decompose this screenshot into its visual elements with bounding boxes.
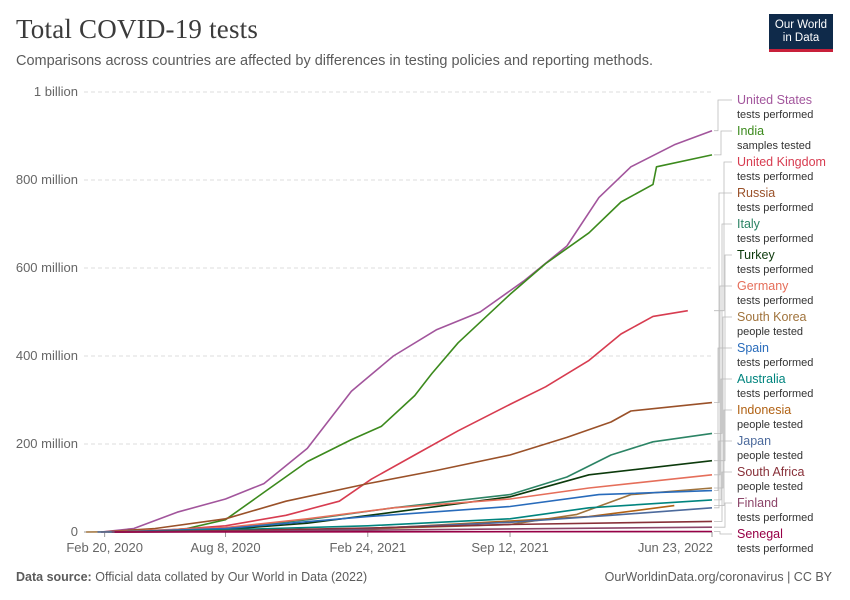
legend-label-layer[interactable]: United States tests performed India samples… [737,93,826,555]
data-source-note: Data source: Official data collated by O… [16,570,367,584]
legend-unit-label: tests performed [737,543,813,555]
x-tick-label: Sep 12, 2021 [471,540,548,555]
legend-country-label[interactable]: Italy [737,217,761,231]
legend-connector [714,531,732,535]
series-line-layer[interactable] [86,129,713,533]
legend-country-label[interactable]: United Kingdom [737,155,826,169]
series-line[interactable] [101,129,713,533]
legend-unit-label: tests performed [737,295,813,307]
data-source-label: Data source: [16,570,92,584]
legend-unit-label: tests performed [737,264,813,276]
legend-connector [714,130,732,156]
legend-country-label[interactable]: Spain [737,341,769,355]
legend-unit-label: tests performed [737,109,813,121]
y-tick-label: 0 [71,524,78,539]
legend-connector [714,471,732,522]
series-line[interactable] [101,401,713,533]
legend-unit-label: people tested [737,450,803,462]
x-tick-label: Feb 24, 2021 [329,540,406,555]
legend-connector [714,316,732,489]
x-tick-label: Jun 23, 2022 [638,540,713,555]
legend-unit-label: people tested [737,481,803,493]
y-tick-label: 600 million [16,260,78,275]
footer-link[interactable]: OurWorldinData.org/coronavirus | CC BY [604,570,832,584]
y-tick-label: 200 million [16,436,78,451]
legend-connector [714,378,732,501]
legend-connector [714,192,732,404]
legend-unit-label: tests performed [737,202,813,214]
legend-connector [714,99,732,132]
legend-unit-label: tests performed [737,357,813,369]
legend-connector [714,254,732,462]
owid-logo[interactable]: Our World in Data [769,14,833,52]
series-line[interactable] [108,432,713,533]
legend-connector [714,285,732,476]
legend-country-label[interactable]: Germany [737,279,789,293]
legend-unit-label: people tested [737,419,803,431]
chart-title: Total COVID-19 tests [16,14,259,44]
legend-unit-label: samples tested [737,140,811,152]
x-tick-label: Aug 8, 2020 [190,540,260,555]
y-tick-label: 400 million [16,348,78,363]
logo-line-2: in Data [782,32,820,44]
data-source-text: Official data collated by Our World in D… [95,570,368,584]
legend-country-label[interactable]: South Africa [737,465,804,479]
legend-country-label[interactable]: Australia [737,372,786,386]
legend-country-label[interactable]: India [737,124,764,138]
tick-layer: 0 200 million 400 million 600 million 800 mi… [16,84,713,555]
series-line[interactable] [114,530,713,533]
legend-country-label[interactable]: Japan [737,434,771,448]
legend-unit-label: tests performed [737,388,813,400]
x-tick-label: Feb 20, 2020 [66,540,143,555]
y-tick-label: 800 million [16,172,78,187]
legend-unit-label: tests performed [737,171,813,183]
legend-unit-label: tests performed [737,512,813,524]
legend-country-label[interactable]: Finland [737,496,778,510]
legend-connector-layer [714,99,732,535]
series-line[interactable] [111,489,713,533]
grid-layer [84,91,712,533]
legend-unit-label: people tested [737,326,803,338]
logo-line-1: Our World [774,19,828,31]
legend-country-label[interactable]: South Korea [737,310,807,324]
series-line[interactable] [104,474,713,533]
legend-connector [714,502,732,528]
series-line[interactable] [111,154,713,533]
legend-country-label[interactable]: Turkey [737,248,775,262]
y-tick-label: 1 billion [34,84,78,99]
legend-unit-label: tests performed [737,233,813,245]
legend-country-label[interactable]: Russia [737,186,775,200]
legend-connector [714,161,732,312]
legend-country-label[interactable]: Senegal [737,527,783,541]
series-line[interactable] [101,309,688,533]
legend-connector [714,347,732,492]
legend-connector [714,440,732,509]
legend-country-label[interactable]: Indonesia [737,403,791,417]
chart-subtitle: Comparisons across countries are affecte… [16,53,654,69]
legend-country-label[interactable]: United States [737,93,812,107]
